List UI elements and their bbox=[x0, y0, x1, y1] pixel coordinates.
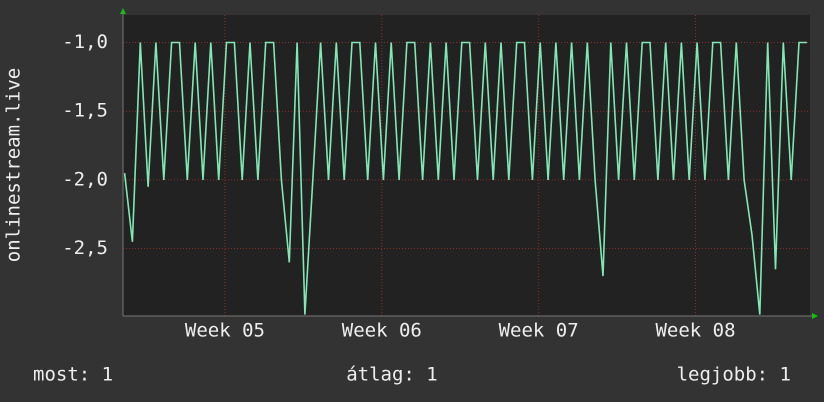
data-line bbox=[123, 41, 807, 315]
footer-best: legjobb: 1 bbox=[677, 364, 791, 386]
x-tick-label: Week 08 bbox=[655, 320, 735, 342]
x-tick-label: Week 06 bbox=[342, 320, 422, 342]
y-tick-label: -1,5 bbox=[62, 100, 108, 122]
x-axis-arrow bbox=[812, 313, 818, 319]
x-tick-label: Week 05 bbox=[185, 320, 265, 342]
y-tick-label: -2,0 bbox=[62, 168, 108, 190]
x-tick-label: Week 07 bbox=[499, 320, 579, 342]
y-tick-label: -1,0 bbox=[62, 31, 108, 53]
footer-average: átlag: 1 bbox=[346, 364, 438, 386]
y-axis-label: onlinestream.live bbox=[3, 68, 25, 262]
y-tick-label: -2,5 bbox=[62, 237, 108, 259]
footer-now: most: 1 bbox=[33, 364, 113, 386]
